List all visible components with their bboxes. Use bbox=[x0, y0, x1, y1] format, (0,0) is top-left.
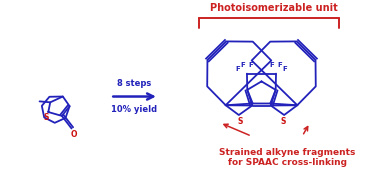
Text: F: F bbox=[248, 62, 253, 68]
Text: F: F bbox=[270, 62, 275, 68]
Text: Strained alkyne fragments: Strained alkyne fragments bbox=[219, 148, 356, 157]
Text: S: S bbox=[237, 117, 243, 126]
Text: Photoisomerizable unit: Photoisomerizable unit bbox=[210, 3, 338, 13]
Text: for SPAAC cross-linking: for SPAAC cross-linking bbox=[228, 158, 347, 167]
Text: F: F bbox=[282, 66, 287, 72]
Text: F: F bbox=[241, 62, 246, 68]
Text: S: S bbox=[44, 113, 49, 122]
Text: F: F bbox=[236, 66, 241, 72]
Text: 10% yield: 10% yield bbox=[112, 105, 158, 114]
Text: S: S bbox=[280, 117, 286, 126]
Text: F: F bbox=[278, 62, 282, 68]
Text: 8 steps: 8 steps bbox=[118, 79, 152, 88]
Text: O: O bbox=[70, 130, 77, 139]
